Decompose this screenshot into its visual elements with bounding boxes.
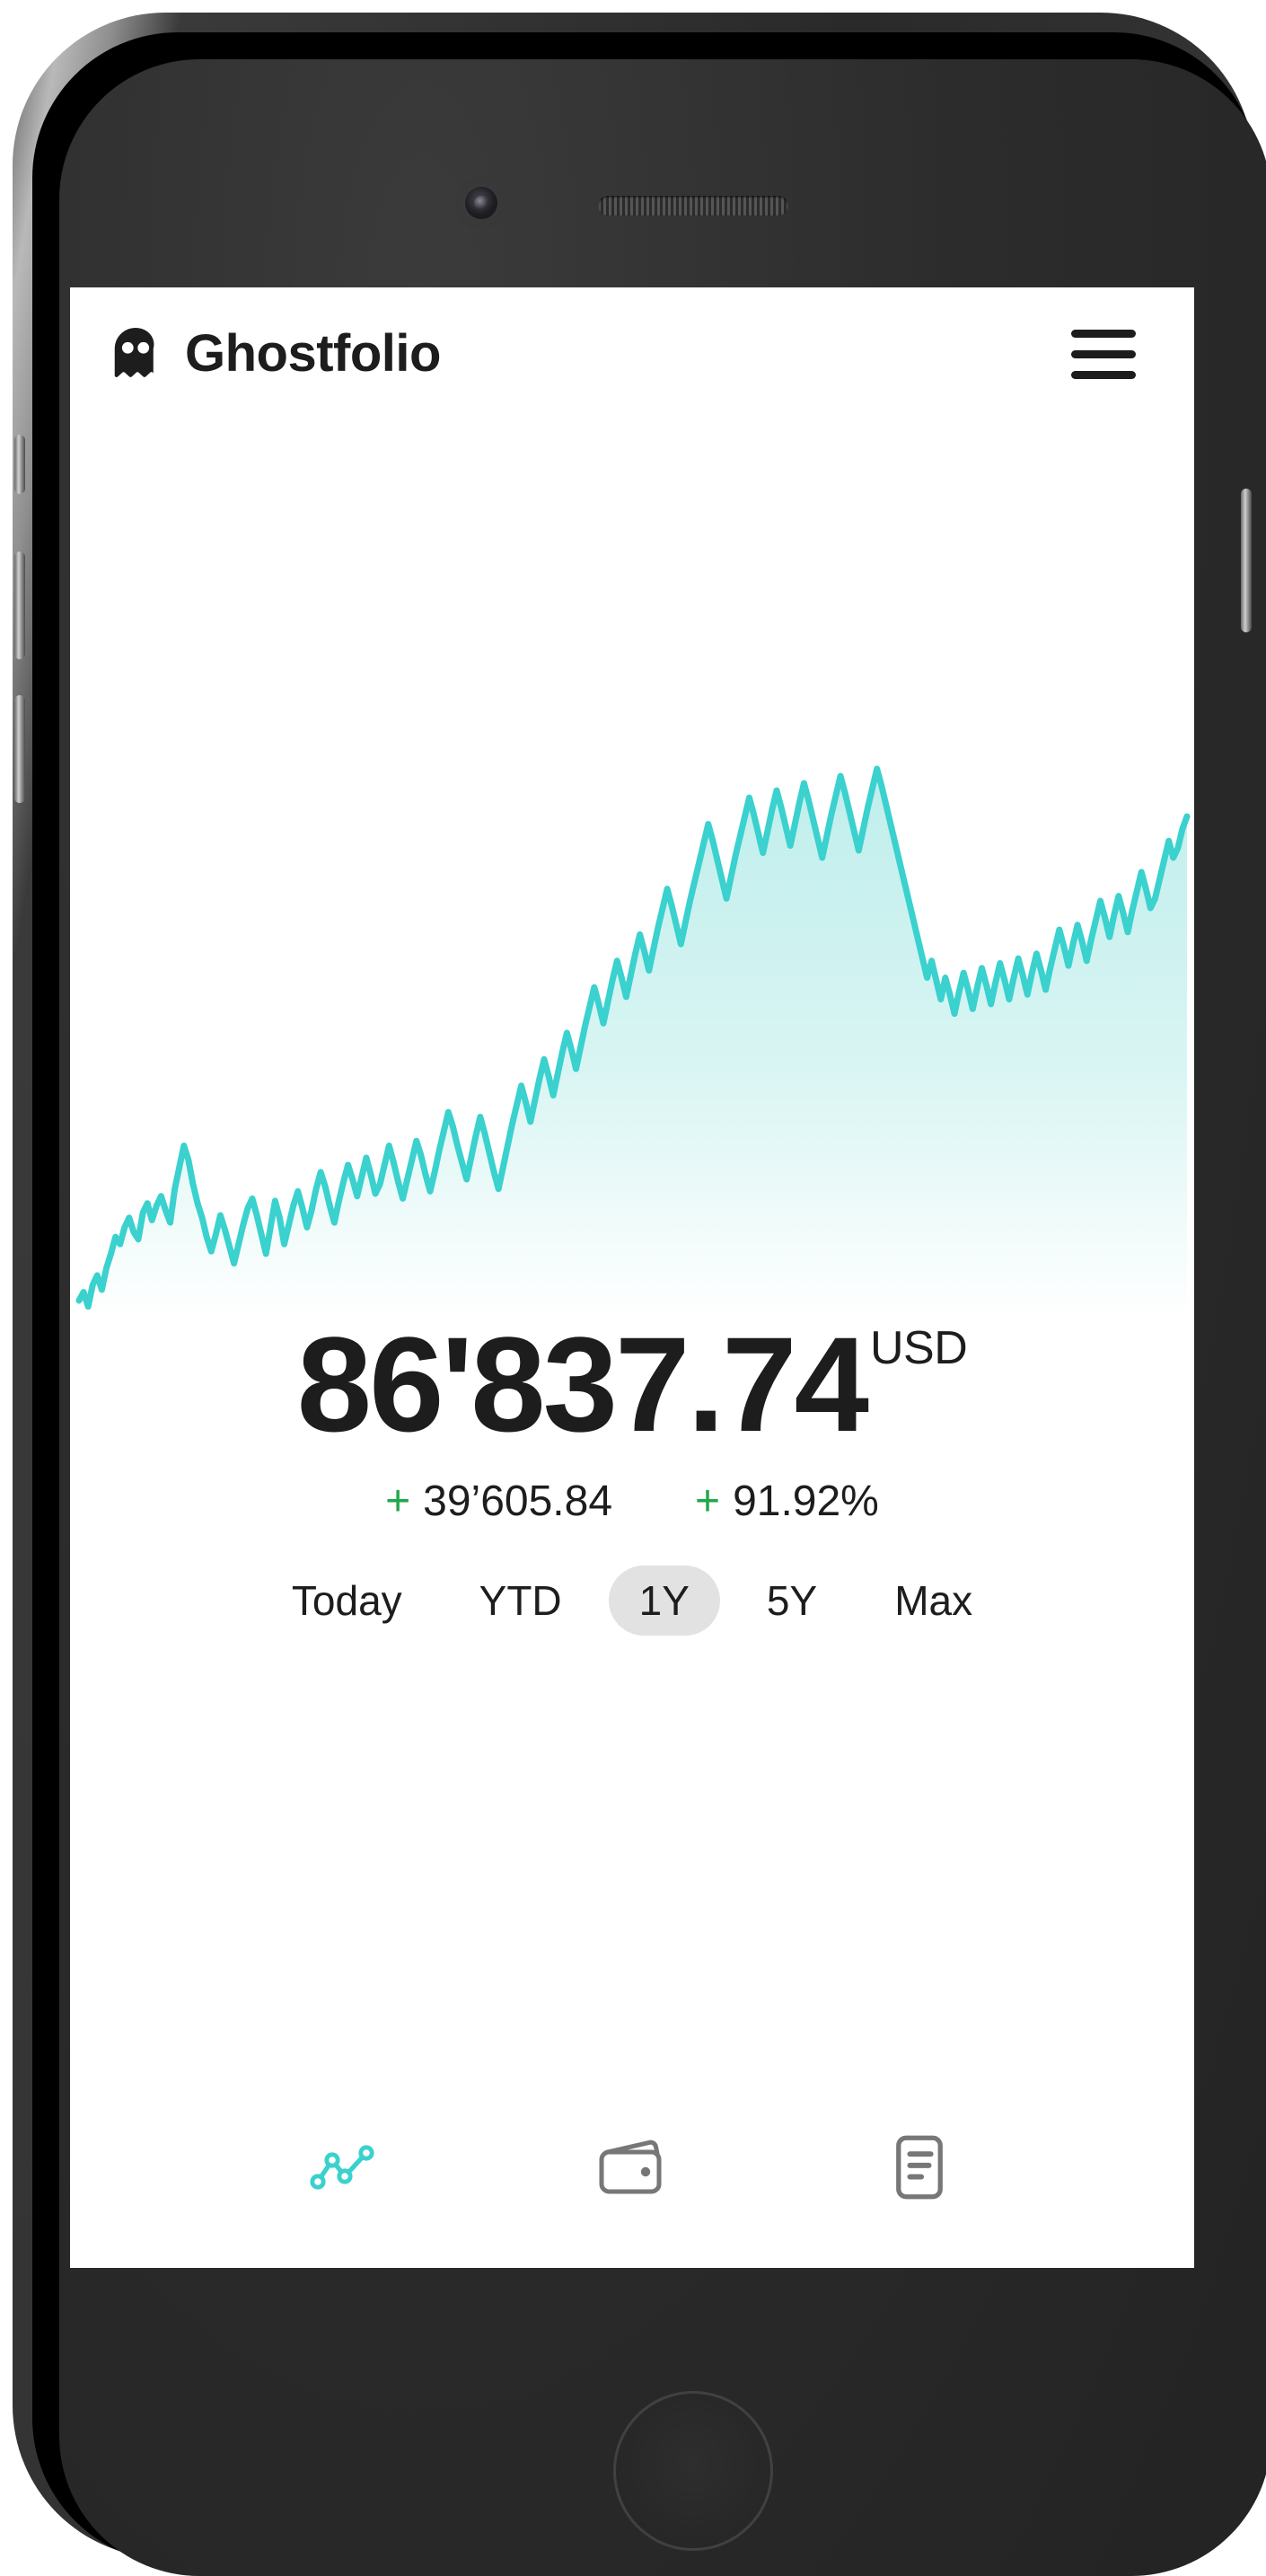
range-tab-today[interactable]: Today: [261, 1566, 433, 1636]
chart-line: [75, 765, 1191, 1310]
volume-down-button[interactable]: [14, 695, 25, 803]
portfolio-performance-chart[interactable]: [70, 744, 1194, 1319]
earpiece-speaker: [598, 196, 788, 216]
power-button[interactable]: [1241, 489, 1252, 632]
range-tab-ytd[interactable]: YTD: [449, 1566, 593, 1636]
silent-switch[interactable]: [14, 435, 25, 494]
portfolio-value-block: 86'837.74 USD + 39’605.84 + 91.92%: [70, 1309, 1194, 1526]
nav-analytics-button[interactable]: [291, 2118, 399, 2217]
line-chart-icon: [310, 2145, 374, 2190]
nav-summary-button[interactable]: [866, 2118, 973, 2217]
range-tab-1y[interactable]: 1Y: [608, 1566, 720, 1636]
brand-logo[interactable]: Ghostfolio: [108, 326, 441, 382]
app-header: Ghostfolio: [70, 287, 1194, 420]
absolute-change-value: 39’605.84: [423, 1478, 613, 1525]
portfolio-value: 86'837.74: [296, 1309, 869, 1460]
value-row: 86'837.74 USD: [70, 1309, 1194, 1460]
date-range-tabs: Today YTD 1Y 5Y Max: [70, 1566, 1194, 1636]
wallet-icon: [599, 2139, 662, 2194]
portfolio-currency: USD: [870, 1322, 968, 1374]
hamburger-menu-icon[interactable]: [1065, 315, 1142, 393]
app-screen: Ghostfolio 86'837.74 USD: [70, 287, 1194, 2268]
percent-change: + 91.92%: [695, 1477, 879, 1526]
menu-bar-1: [1071, 329, 1136, 338]
brand-name: Ghostfolio: [185, 324, 441, 383]
portfolio-change-row: + 39’605.84 + 91.92%: [70, 1477, 1194, 1526]
document-icon: [896, 2135, 943, 2200]
menu-bar-2: [1071, 349, 1136, 358]
bottom-navigation: [70, 2097, 1194, 2268]
chart-area-fill: [79, 769, 1187, 1319]
absolute-change-sign: +: [385, 1478, 411, 1525]
range-tab-max[interactable]: Max: [864, 1566, 1003, 1636]
portfolio-chart-region[interactable]: [70, 420, 1194, 1319]
menu-bar-3: [1071, 370, 1136, 379]
front-camera-icon: [465, 187, 497, 219]
absolute-change: + 39’605.84: [385, 1477, 612, 1526]
percent-change-sign: +: [695, 1478, 721, 1525]
volume-up-button[interactable]: [14, 551, 25, 659]
range-tab-5y[interactable]: 5Y: [736, 1566, 848, 1636]
ghost-icon: [114, 327, 154, 377]
home-button[interactable]: [613, 2391, 773, 2551]
percent-change-value: 91.92%: [733, 1478, 879, 1525]
nav-portfolio-button[interactable]: [578, 2118, 686, 2217]
